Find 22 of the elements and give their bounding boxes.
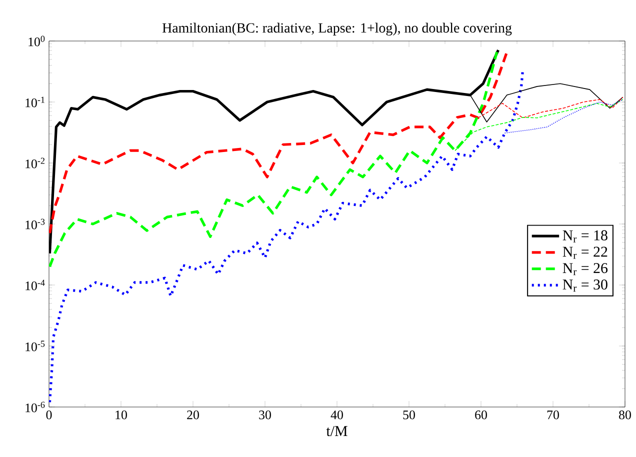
legend-label: N$_{r}$ = 22 xyxy=(562,246,608,259)
legend-label: N$_{r}$ = 30 xyxy=(562,279,608,292)
legend-label: N$_{r}$ = 18 xyxy=(562,230,608,242)
x-tick-label: 0 xyxy=(46,410,52,420)
y-tick-label: 10$^{0}$ xyxy=(28,36,45,46)
x-tick-label: 40 xyxy=(330,410,343,420)
x-tick-label: 30 xyxy=(259,410,271,420)
x-tick-label: 20 xyxy=(187,410,199,420)
y-tick-label: 10$^{-5}$ xyxy=(26,340,45,352)
x-tick-label: 60 xyxy=(475,410,487,420)
y-tick-label: 10$^{-1}$ xyxy=(26,96,44,108)
y-tick-label: 10$^{-4}$ xyxy=(26,280,45,290)
y-tick-label: 10$^{-2}$ xyxy=(26,158,44,168)
x-tick-label: 50 xyxy=(403,410,415,420)
x-tick-label: 70 xyxy=(547,410,559,420)
x-axis-title: t/M xyxy=(326,426,348,436)
y-tick-label: 10$^{-3}$ xyxy=(26,218,45,230)
x-tick-label: 10 xyxy=(116,410,127,420)
y-tick-label: 10$^{-6}$ xyxy=(26,402,45,412)
x-tick-label: 80 xyxy=(619,410,631,420)
chart-title: Hamiltonian(BC: radiative, Lapse: 1+log), no double covering xyxy=(162,22,512,36)
legend-label: N$_{r}$ = 26 xyxy=(562,263,608,276)
